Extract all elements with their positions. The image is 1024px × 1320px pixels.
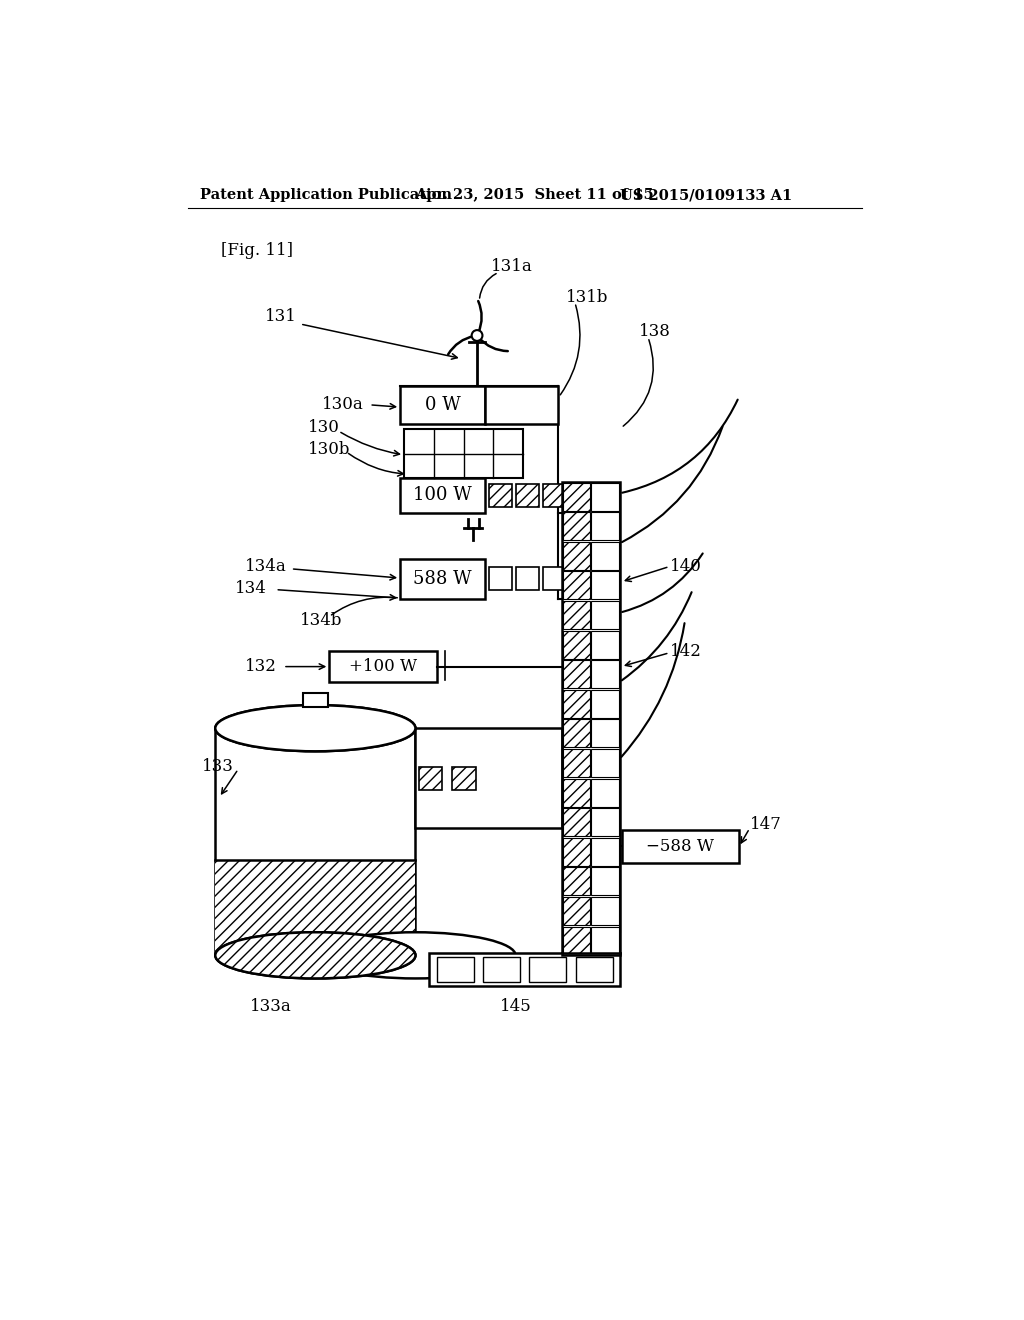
Bar bbox=[429, 953, 620, 986]
Circle shape bbox=[472, 330, 482, 341]
Bar bbox=[562, 631, 590, 659]
Bar bbox=[484, 385, 558, 424]
Text: 133a: 133a bbox=[250, 998, 292, 1015]
Text: 134: 134 bbox=[234, 579, 266, 597]
Text: 130b: 130b bbox=[307, 441, 350, 458]
Text: 130: 130 bbox=[307, 420, 340, 437]
Bar bbox=[562, 572, 590, 599]
Bar bbox=[592, 631, 618, 659]
Text: US 2015/0109133 A1: US 2015/0109133 A1 bbox=[620, 189, 792, 202]
Bar bbox=[562, 541, 590, 570]
Bar bbox=[562, 483, 590, 511]
Bar bbox=[419, 767, 442, 789]
Bar bbox=[592, 867, 618, 895]
Bar bbox=[562, 601, 590, 630]
Bar bbox=[562, 512, 590, 540]
Text: Patent Application Publication: Patent Application Publication bbox=[200, 189, 452, 202]
Bar bbox=[562, 690, 590, 718]
Text: 130a: 130a bbox=[322, 396, 364, 413]
Bar bbox=[562, 719, 590, 747]
Text: 147: 147 bbox=[751, 816, 782, 833]
Bar bbox=[529, 957, 566, 982]
Bar bbox=[592, 690, 618, 718]
Bar bbox=[416, 729, 562, 829]
Bar bbox=[488, 568, 512, 590]
Text: 134b: 134b bbox=[300, 612, 342, 628]
Bar bbox=[543, 483, 565, 507]
Bar bbox=[592, 779, 618, 807]
Bar bbox=[515, 568, 539, 590]
Bar bbox=[592, 748, 618, 777]
Bar bbox=[562, 482, 620, 956]
Bar bbox=[592, 838, 618, 866]
Bar bbox=[515, 483, 539, 507]
Bar bbox=[592, 541, 618, 570]
Bar bbox=[562, 808, 590, 836]
Text: 100 W: 100 W bbox=[413, 486, 472, 504]
Bar bbox=[592, 483, 618, 511]
Bar bbox=[562, 838, 590, 866]
Text: 140: 140 bbox=[670, 558, 701, 576]
Bar bbox=[592, 719, 618, 747]
Bar bbox=[437, 957, 474, 982]
Ellipse shape bbox=[215, 932, 416, 978]
Bar bbox=[562, 779, 590, 807]
Text: 132: 132 bbox=[245, 659, 276, 675]
Bar bbox=[403, 429, 523, 478]
Text: −588 W: −588 W bbox=[646, 838, 715, 855]
Bar bbox=[592, 601, 618, 630]
Text: 145: 145 bbox=[500, 998, 531, 1015]
Bar bbox=[453, 767, 475, 789]
Bar bbox=[562, 660, 590, 688]
Bar bbox=[330, 651, 437, 682]
Text: 134a: 134a bbox=[245, 558, 287, 576]
Text: 142: 142 bbox=[670, 643, 701, 660]
Bar bbox=[543, 568, 565, 590]
Text: 131b: 131b bbox=[565, 289, 608, 305]
Text: +100 W: +100 W bbox=[349, 659, 417, 675]
Text: Apr. 23, 2015  Sheet 11 of 15: Apr. 23, 2015 Sheet 11 of 15 bbox=[416, 189, 654, 202]
Bar bbox=[562, 867, 590, 895]
Text: 0 W: 0 W bbox=[425, 396, 460, 413]
Bar bbox=[562, 927, 590, 954]
Bar bbox=[592, 512, 618, 540]
Bar bbox=[575, 957, 612, 982]
Text: [Fig. 11]: [Fig. 11] bbox=[221, 243, 294, 259]
Bar bbox=[215, 729, 416, 956]
Ellipse shape bbox=[215, 705, 416, 751]
Text: 131: 131 bbox=[265, 308, 297, 325]
Bar bbox=[622, 830, 739, 863]
Text: 133: 133 bbox=[202, 758, 234, 775]
Bar bbox=[488, 483, 512, 507]
Bar bbox=[592, 660, 618, 688]
Text: 131a: 131a bbox=[490, 257, 532, 275]
Bar bbox=[562, 896, 590, 925]
Bar bbox=[483, 957, 520, 982]
Bar bbox=[400, 558, 484, 599]
Bar bbox=[592, 808, 618, 836]
Ellipse shape bbox=[315, 932, 515, 978]
Bar bbox=[400, 478, 484, 512]
Bar bbox=[215, 859, 416, 956]
Ellipse shape bbox=[215, 932, 416, 978]
Bar bbox=[592, 927, 618, 954]
Bar bbox=[562, 748, 590, 777]
Bar bbox=[400, 385, 484, 424]
Bar bbox=[592, 572, 618, 599]
Text: 588 W: 588 W bbox=[413, 570, 472, 587]
Bar bbox=[303, 693, 328, 706]
Ellipse shape bbox=[215, 705, 416, 751]
Text: 138: 138 bbox=[639, 323, 671, 341]
Bar bbox=[592, 896, 618, 925]
